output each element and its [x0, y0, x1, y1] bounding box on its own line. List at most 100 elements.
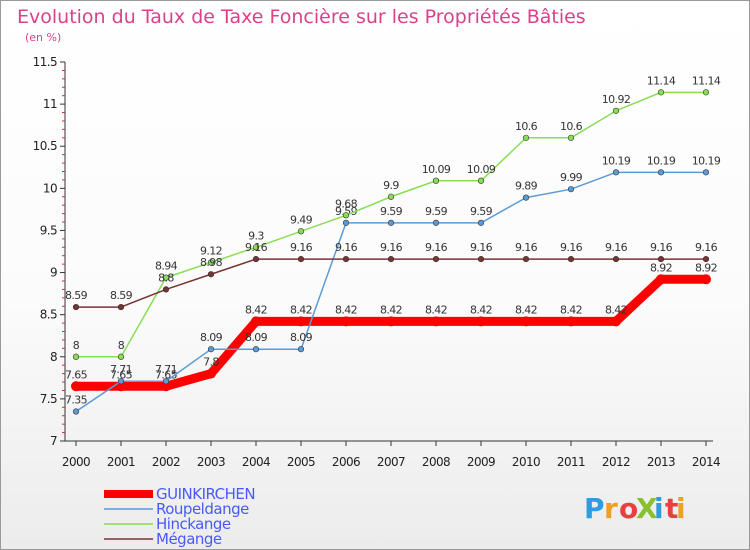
data-label: 7.65 — [110, 368, 133, 381]
data-point — [432, 219, 440, 226]
x-tick-label: 2010 — [512, 455, 540, 469]
data-point — [72, 353, 80, 360]
data-point — [657, 169, 665, 176]
data-point — [612, 107, 620, 114]
data-label: 9.16 — [245, 241, 268, 254]
x-tick-label: 2007 — [377, 455, 405, 469]
data-label: 7.35 — [65, 394, 88, 407]
data-point — [296, 316, 306, 327]
y-tick-label: 8.5 — [40, 308, 57, 322]
data-label: 9.59 — [335, 205, 358, 218]
data-point — [657, 89, 665, 96]
data-point — [387, 255, 395, 263]
x-tick-label: 2012 — [602, 455, 630, 469]
data-point — [117, 378, 125, 385]
data-label: 7.8 — [203, 356, 219, 369]
y-tick-label: 9.5 — [40, 223, 57, 237]
data-label: 9.16 — [425, 241, 448, 254]
data-point — [162, 274, 170, 281]
data-label: 7.65 — [65, 368, 88, 381]
data-point — [341, 316, 351, 327]
chart-subtitle: (en %) — [25, 31, 61, 44]
data-point — [477, 255, 485, 263]
data-point — [297, 228, 305, 235]
data-label: 10.6 — [515, 120, 538, 133]
data-label: 8.42 — [560, 303, 582, 316]
logo-letter: i — [654, 492, 664, 525]
data-point — [252, 346, 260, 353]
data-label: 8.92 — [650, 261, 672, 274]
data-point — [612, 169, 620, 176]
data-point — [71, 381, 81, 392]
data-label: 8 — [73, 339, 80, 352]
data-label: 9.16 — [605, 241, 628, 254]
data-label: 8.09 — [290, 331, 313, 344]
x-tick-label: 2000 — [62, 455, 90, 469]
x-tick-label: 2008 — [422, 455, 450, 469]
data-point — [207, 259, 215, 266]
logo-letter: X — [636, 492, 658, 525]
data-point — [161, 381, 171, 392]
data-point — [476, 316, 486, 327]
data-label: 9.49 — [290, 213, 313, 226]
data-point — [477, 177, 485, 184]
data-point — [612, 255, 620, 263]
data-point — [702, 89, 710, 96]
data-point — [387, 193, 395, 200]
data-label: 10.6 — [560, 120, 583, 133]
x-tick-label: 2004 — [242, 455, 270, 469]
data-label: 10.09 — [422, 163, 451, 176]
data-label: 9.16 — [380, 241, 403, 254]
y-tick-label: 10 — [43, 181, 57, 195]
y-tick-label: 9 — [50, 266, 57, 280]
data-label: 8.42 — [605, 303, 627, 316]
data-label: 9.16 — [515, 241, 538, 254]
y-tick-label: 7.5 — [40, 392, 57, 406]
data-point — [521, 316, 531, 327]
data-label: 11.14 — [647, 74, 676, 87]
data-label: 8.42 — [425, 303, 447, 316]
data-label: 8.94 — [155, 260, 178, 273]
data-label: 9.59 — [470, 205, 493, 218]
y-tick-label: 10.5 — [33, 139, 57, 153]
data-point — [386, 316, 396, 327]
data-label: 8.09 — [200, 331, 223, 344]
data-label: 11.14 — [692, 74, 721, 87]
legend-label: GUINKIRCHEN — [156, 485, 255, 503]
data-point — [117, 303, 125, 311]
data-point — [522, 194, 530, 201]
legend-label: Roupeldange — [156, 500, 249, 518]
x-tick-label: 2011 — [557, 455, 585, 469]
data-point — [342, 219, 350, 226]
data-point — [387, 219, 395, 226]
data-point — [72, 408, 80, 415]
data-label: 8.42 — [290, 303, 312, 316]
y-tick-label: 8 — [50, 350, 57, 364]
data-label: 9.99 — [560, 171, 583, 184]
data-label: 9.16 — [290, 241, 313, 254]
data-point — [252, 255, 260, 263]
data-label: 9.68 — [335, 197, 358, 210]
data-label: 8 — [118, 339, 125, 352]
data-label: 9.16 — [470, 241, 493, 254]
data-label: 10.19 — [602, 154, 631, 167]
data-point — [206, 368, 216, 379]
data-point — [72, 303, 80, 311]
data-point — [162, 378, 170, 385]
data-label: 7.71 — [110, 363, 132, 376]
data-label: 9.16 — [335, 241, 358, 254]
data-label: 8.42 — [515, 303, 537, 316]
x-tick-label: 2005 — [287, 455, 315, 469]
data-point — [567, 186, 575, 193]
data-label: 9.12 — [200, 244, 222, 257]
logo-letter: t — [665, 492, 678, 525]
data-point — [657, 255, 665, 263]
data-label: 7.71 — [155, 363, 177, 376]
x-tick-label: 2009 — [467, 455, 495, 469]
data-point — [432, 255, 440, 263]
data-point — [431, 316, 441, 327]
x-tick-label: 2001 — [107, 455, 135, 469]
